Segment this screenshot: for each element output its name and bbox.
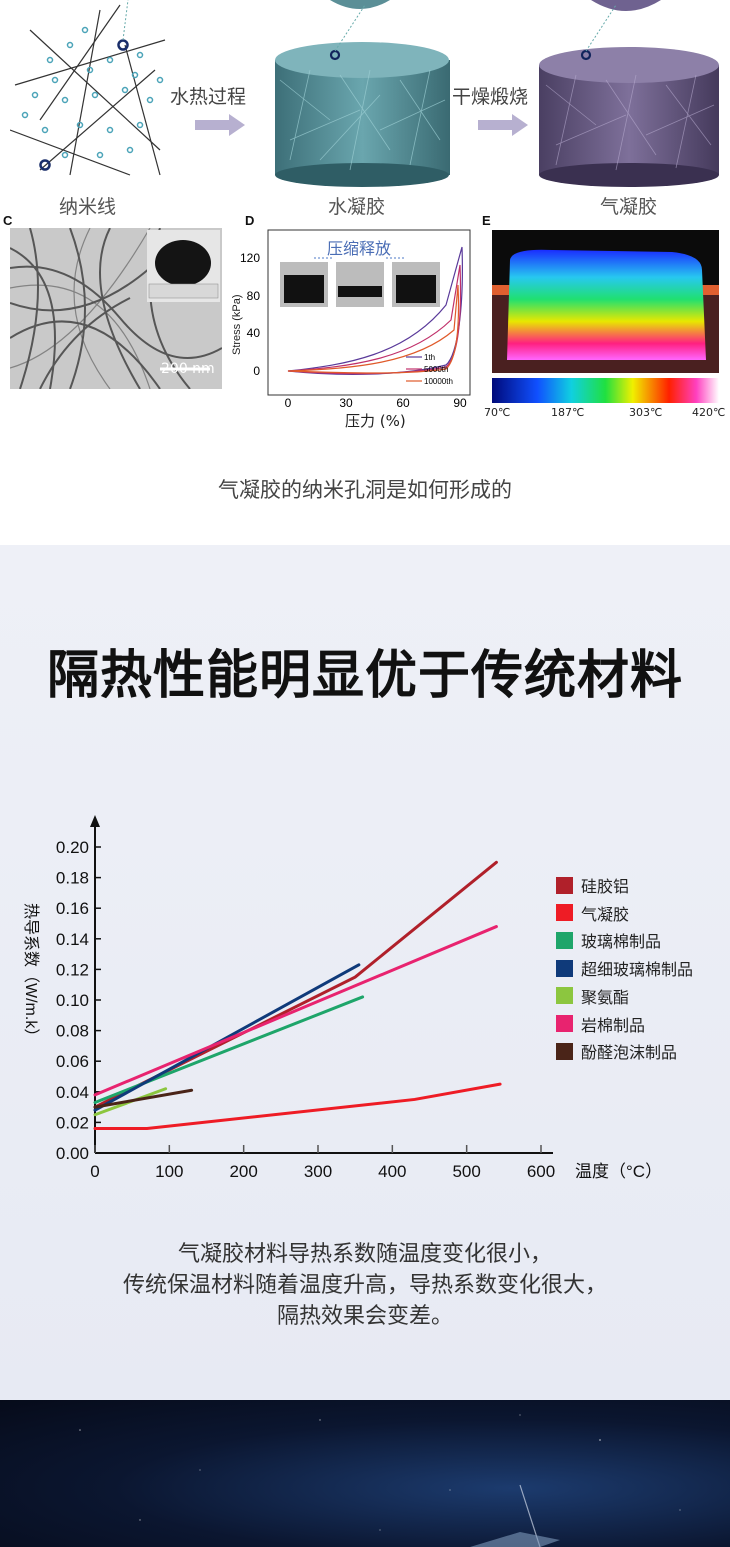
series-line xyxy=(93,1088,194,1109)
y-tick-label: 0.16 xyxy=(56,899,89,918)
y-tick-label: 0.06 xyxy=(56,1052,89,1071)
x-tick-label: 300 xyxy=(304,1162,332,1181)
starfield-decoration xyxy=(79,1414,681,1547)
y-tick-label: 0.02 xyxy=(56,1113,89,1132)
y-tick-label: 0.04 xyxy=(56,1083,89,1102)
y-axis-arrow-icon xyxy=(90,815,100,827)
legend-swatch xyxy=(556,959,573,977)
legend-item: 玻璃棉制品 xyxy=(556,930,662,952)
x-tick-label: 200 xyxy=(229,1162,257,1181)
section-title: 隔热性能明显优于传统材料 xyxy=(46,646,683,706)
panel-d-xlabel: 压力 (%) xyxy=(345,412,406,430)
legend-label: 超细玻璃棉制品 xyxy=(581,960,694,980)
series-line xyxy=(93,925,498,1097)
panel-e-letter: E xyxy=(482,213,491,228)
thermal-tick: 420℃ xyxy=(692,406,726,419)
x-tick-label: 600 xyxy=(527,1162,555,1181)
legend-label: 岩棉制品 xyxy=(581,1015,646,1035)
legend-swatch xyxy=(556,1015,573,1032)
arrow-label-drying: 干燥煅烧 xyxy=(452,86,529,108)
panel-d-xtick: 90 xyxy=(453,396,467,410)
conclusion-line: 传统保温材料随着温度升高，导热系数变化很大， xyxy=(122,1273,607,1298)
legend-swatch xyxy=(556,876,573,894)
tem-image xyxy=(10,228,222,389)
x-axis-label: 温度（°C） xyxy=(575,1162,662,1181)
panel-d-ytick: 120 xyxy=(240,251,260,265)
y-tick-label: 0.20 xyxy=(56,838,89,857)
legend-item: 超细玻璃棉制品 xyxy=(556,958,694,980)
thermal-tick: 70℃ xyxy=(484,406,511,419)
panel-d-ytick: 80 xyxy=(247,289,261,303)
panel-d-legend: 10000th xyxy=(424,377,453,386)
legend-swatch xyxy=(556,1042,573,1060)
y-axis-label: 热导系数（W/m.k） xyxy=(22,903,40,1044)
legend-item: 气凝胶 xyxy=(556,903,630,924)
legend-swatch xyxy=(556,931,573,949)
nanowire-illustration xyxy=(10,0,166,176)
conclusion-text: 气凝胶材料导热系数随温度变化很小， 传统保温材料随着温度升高，导热系数变化很大，… xyxy=(0,1239,730,1332)
panel-d-inset-label: 压缩释放 xyxy=(327,239,392,258)
x-tick-label: 500 xyxy=(452,1162,480,1181)
tem-scale-bar-label: 200 nm xyxy=(161,361,215,377)
legend-label: 酚醛泡沫制品 xyxy=(581,1043,678,1063)
x-tick-label: 400 xyxy=(378,1162,406,1181)
panel-d-legend: 5000th xyxy=(424,365,448,374)
panel-d-ytick: 0 xyxy=(253,364,260,378)
y-tick-label: 0.18 xyxy=(56,869,89,888)
legend-item: 聚氨酯 xyxy=(556,986,630,1007)
panel-d-xtick: 0 xyxy=(285,396,292,410)
stage-label-nanowire: 纳米线 xyxy=(59,196,117,218)
section1-caption: 气凝胶的纳米孔洞是如何形成的 xyxy=(218,478,512,502)
legend-label: 硅胶铝 xyxy=(581,877,630,896)
stress-strain-plot: Stress (kPa) 120 80 40 0 0 30 60 90 1th … xyxy=(231,229,471,410)
y-tick-label: 0.12 xyxy=(56,960,89,979)
legend-swatch xyxy=(556,987,573,1005)
thermal-tick: 187℃ xyxy=(551,406,585,419)
synthesis-section: 水热过程 干燥煅烧 纳米线 水凝胶 气凝胶 C 200 nm D Stress … xyxy=(0,0,730,545)
y-tick-label: 0.00 xyxy=(56,1144,89,1163)
aerogel-illustration xyxy=(539,0,719,187)
y-tick-label: 0.10 xyxy=(56,991,89,1010)
y-tick-label: 0.08 xyxy=(56,1022,89,1041)
panel-d-xtick: 60 xyxy=(396,396,410,410)
hydrogel-illustration xyxy=(275,0,450,187)
panel-d-ytick: 40 xyxy=(247,326,261,340)
x-tick-label: 100 xyxy=(155,1162,183,1181)
process-arrow-1-icon xyxy=(195,114,245,136)
panel-d-legend: 1th xyxy=(424,353,435,362)
panel-c-letter: C xyxy=(3,213,13,228)
arrow-label-hydrothermal: 水热过程 xyxy=(170,86,247,108)
conclusion-line: 隔热效果会变差。 xyxy=(276,1304,453,1329)
panel-d-ylabel: Stress (kPa) xyxy=(231,294,243,355)
insulation-section: 隔热性能明显优于传统材料 0.00 0.02 0.04 0.06 0.08 0.10 0.1… xyxy=(0,545,730,1400)
legend-label: 气凝胶 xyxy=(581,904,630,924)
conclusion-line: 气凝胶材料导热系数随温度变化很小， xyxy=(177,1242,552,1267)
panel-d-letter: D xyxy=(245,213,255,228)
series-line xyxy=(93,963,361,1112)
legend-label: 玻璃棉制品 xyxy=(581,932,662,952)
legend-item: 岩棉制品 xyxy=(556,1014,646,1035)
panel-d-xtick: 30 xyxy=(339,396,353,410)
thermal-tick: 303℃ xyxy=(629,406,663,419)
thermal-conductivity-chart: 0.00 0.02 0.04 0.06 0.08 0.10 0.12 0.14 0.16 0.18… xyxy=(22,815,662,1181)
stage-label-hydrogel: 水凝胶 xyxy=(328,196,386,218)
process-arrow-2-icon xyxy=(478,114,528,136)
thermal-image xyxy=(492,230,719,403)
legend-swatch xyxy=(556,904,573,922)
legend-item: 酚醛泡沫制品 xyxy=(556,1041,678,1063)
panel-d-curve-10000th xyxy=(287,284,460,374)
stage-label-aerogel: 气凝胶 xyxy=(600,196,658,218)
x-tick-label: 0 xyxy=(90,1162,99,1181)
series-line xyxy=(93,1082,502,1131)
legend-label: 聚氨酯 xyxy=(581,987,630,1007)
legend-item: 硅胶铝 xyxy=(556,875,630,896)
space-banner xyxy=(0,1400,730,1547)
y-tick-label: 0.14 xyxy=(56,930,89,949)
